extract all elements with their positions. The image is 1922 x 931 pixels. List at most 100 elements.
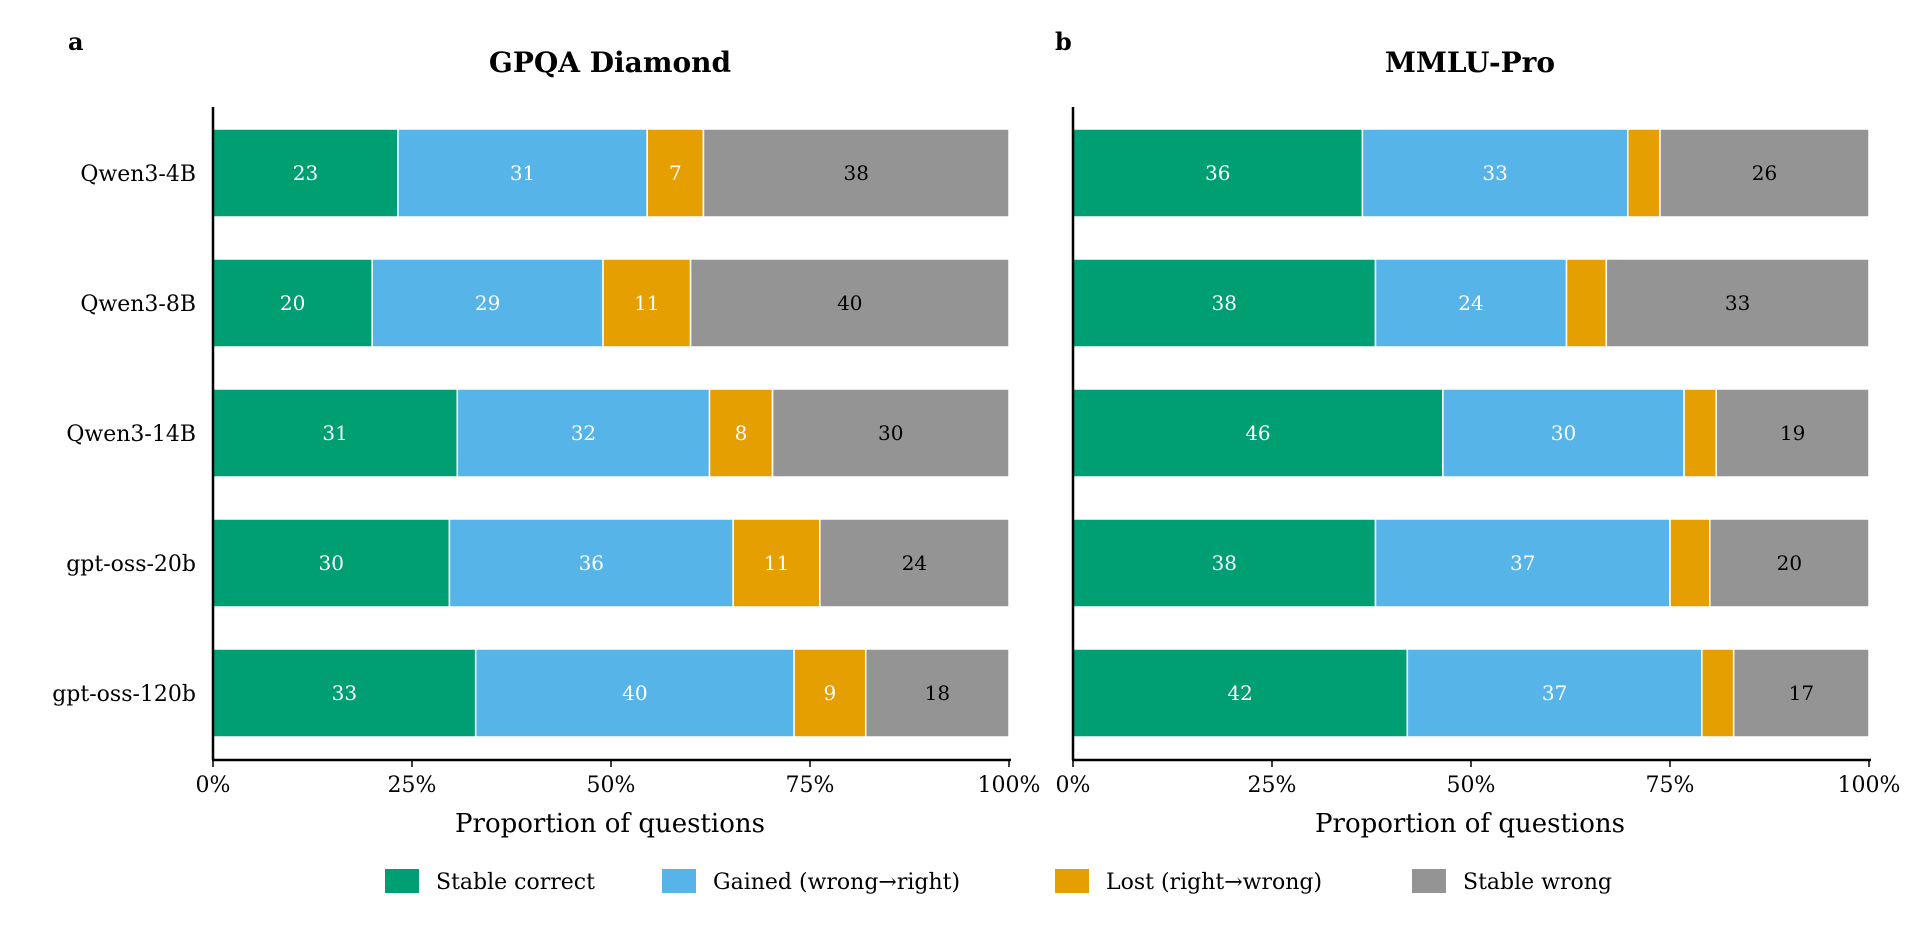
category-label-qwen3-8b: Qwen3-8B [80,292,196,317]
bar-label-gpt-oss-20b-stable-correct: 38 [1212,551,1237,575]
bar-label-qwen3-8b-gained-wrong-right: 29 [475,291,500,315]
panel-b-letter: b [1055,27,1072,56]
x-tick-label-0-pct: 0% [1056,773,1091,798]
bar-gpt-oss-20b-stable-correct [1072,518,1377,608]
bar-gpt-oss-20b-stable-wrong [819,518,1010,608]
legend-label-lost-right-wrong: Lost (right→wrong) [1106,870,1322,895]
bar-label-qwen3-8b-stable-wrong: 40 [837,291,862,315]
bar-label-qwen3-4b-stable-correct: 23 [293,161,318,185]
legend-swatch-stable-correct [385,869,419,893]
bar-label-qwen3-14b-gained-wrong-right: 30 [1551,421,1576,445]
x-tick-label-0-pct: 0% [196,773,231,798]
panel-b-mmlu-pro: b MMLU-Pro 36 33 26 38 24 33 46 30 19 38 37 20 42 37 1… [1055,27,1900,839]
bar-label-gpt-oss-120b-gained-wrong-right: 37 [1542,681,1567,705]
bar-qwen3-8b-stable-correct [1072,258,1377,348]
x-tick-label-25-pct: 25% [1248,773,1297,798]
bar-label-qwen3-4b-gained-wrong-right: 31 [510,161,535,185]
bar-qwen3-8b-stable-correct [212,258,373,348]
bar-label-gpt-oss-20b-lost-right-wrong: 11 [764,551,789,575]
panel-a-xlabel: Proportion of questions [455,809,765,839]
bar-label-qwen3-8b-gained-wrong-right: 24 [1458,291,1483,315]
panel-b-bars: 36 33 26 38 24 33 46 30 19 38 37 20 42 37 17 [1072,128,1870,738]
bar-label-qwen3-4b-stable-wrong: 38 [844,161,869,185]
bar-label-gpt-oss-120b-stable-correct: 33 [332,681,357,705]
bar-gpt-oss-120b-lost-right-wrong [793,648,867,738]
bar-label-gpt-oss-20b-gained-wrong-right: 37 [1510,551,1535,575]
bar-label-qwen3-4b-stable-wrong: 26 [1752,161,1777,185]
bar-label-gpt-oss-120b-stable-correct: 42 [1227,681,1252,705]
panel-a-title: GPQA Diamond [489,46,731,79]
bar-qwen3-8b-stable-wrong [689,258,1010,348]
legend-label-gained-wrong-right: Gained (wrong→right) [713,870,960,895]
x-tick-label-100-pct: 100% [978,773,1041,798]
panel-a-bars: 23 31 7 38 20 29 11 40 31 32 8 30 30 36 11 24 33 40 9 18 [212,128,1010,738]
x-tick-label-25-pct: 25% [388,773,437,798]
panel-a-category-labels: Qwen3-4B Qwen3-8B Qwen3-14B gpt-oss-20b gpt-… [52,162,196,707]
bar-qwen3-4b-stable-wrong [1659,128,1870,218]
legend-swatch-gained-wrong-right [662,869,696,893]
legend: Stable correct Gained (wrong→right) Lost (… [385,869,1612,895]
legend-label-stable-correct: Stable correct [436,870,595,895]
bar-qwen3-14b-stable-wrong [1715,388,1870,478]
x-tick-label-50-pct: 50% [1447,773,1496,798]
x-tick-label-75-pct: 75% [1646,773,1695,798]
panel-b-title: MMLU-Pro [1385,46,1555,79]
bar-label-qwen3-14b-stable-correct: 31 [322,421,347,445]
bar-gpt-oss-120b-gained-wrong-right [474,648,795,738]
bar-gpt-oss-20b-gained-wrong-right [448,518,734,608]
bar-gpt-oss-120b-lost-right-wrong [1701,648,1735,738]
bar-label-gpt-oss-20b-stable-correct: 30 [318,551,343,575]
panel-b-xlabel: Proportion of questions [1315,809,1625,839]
bar-qwen3-14b-stable-wrong [771,388,1010,478]
bar-gpt-oss-20b-stable-correct [212,518,451,608]
bar-qwen3-8b-gained-wrong-right [1374,258,1568,348]
bar-label-qwen3-14b-lost-right-wrong: 8 [735,421,748,445]
bar-qwen3-14b-lost-right-wrong [1683,388,1717,478]
bar-label-gpt-oss-20b-stable-wrong: 24 [902,551,927,575]
x-tick-label-75-pct: 75% [786,773,835,798]
bar-qwen3-8b-stable-wrong [1605,258,1870,348]
bar-qwen3-4b-gained-wrong-right [1361,128,1629,218]
bar-label-qwen3-4b-lost-right-wrong: 7 [669,161,682,185]
legend-swatch-stable-wrong [1412,869,1446,893]
x-tick-label-100-pct: 100% [1838,773,1901,798]
bar-qwen3-14b-gained-wrong-right [456,388,711,478]
bar-label-qwen3-14b-stable-wrong: 30 [878,421,903,445]
bar-label-qwen3-14b-gained-wrong-right: 32 [571,421,596,445]
legend-swatch-lost-right-wrong [1055,869,1089,893]
bar-gpt-oss-20b-lost-right-wrong [1669,518,1711,608]
category-label-gpt-oss-120b: gpt-oss-120b [52,682,196,707]
panel-a-x-ticks: 0% 25% 50% 75% 100% [196,760,1041,798]
bar-label-gpt-oss-20b-gained-wrong-right: 36 [579,551,604,575]
category-label-qwen3-14b: Qwen3-14B [66,422,196,447]
bar-gpt-oss-120b-gained-wrong-right [1406,648,1703,738]
category-label-gpt-oss-20b: gpt-oss-20b [66,552,196,577]
category-label-qwen3-4b: Qwen3-4B [80,162,196,187]
bar-qwen3-4b-gained-wrong-right [397,128,648,218]
bar-gpt-oss-20b-gained-wrong-right [1374,518,1671,608]
panel-a-gpqa-diamond: a GPQA Diamond 23 31 7 38 20 29 11 40 31 32 8 30 30 3… [52,27,1040,839]
bar-label-gpt-oss-120b-stable-wrong: 17 [1789,681,1814,705]
panel-a-letter: a [68,27,84,56]
bar-label-gpt-oss-120b-lost-right-wrong: 9 [824,681,837,705]
bar-label-qwen3-14b-stable-wrong: 19 [1780,421,1805,445]
bar-label-gpt-oss-120b-stable-wrong: 18 [925,681,950,705]
legend-label-stable-wrong: Stable wrong [1463,870,1612,895]
bar-qwen3-8b-gained-wrong-right [371,258,604,348]
bar-label-qwen3-8b-lost-right-wrong: 11 [634,291,659,315]
bar-label-gpt-oss-20b-stable-wrong: 20 [1777,551,1802,575]
bar-qwen3-4b-lost-right-wrong [646,128,705,218]
bar-label-qwen3-8b-stable-wrong: 33 [1725,291,1750,315]
panel-b-x-ticks: 0% 25% 50% 75% 100% [1056,760,1901,798]
bar-qwen3-8b-lost-right-wrong [602,258,692,348]
bar-qwen3-8b-lost-right-wrong [1565,258,1608,348]
bar-qwen3-4b-stable-wrong [702,128,1010,218]
bar-qwen3-4b-lost-right-wrong [1627,128,1661,218]
bar-qwen3-4b-stable-correct [1072,128,1364,218]
bar-label-qwen3-14b-stable-correct: 46 [1245,421,1270,445]
x-tick-label-50-pct: 50% [587,773,636,798]
bar-gpt-oss-120b-stable-wrong [1732,648,1870,738]
bar-label-qwen3-8b-stable-correct: 20 [280,291,305,315]
bar-gpt-oss-120b-stable-wrong [864,648,1010,738]
